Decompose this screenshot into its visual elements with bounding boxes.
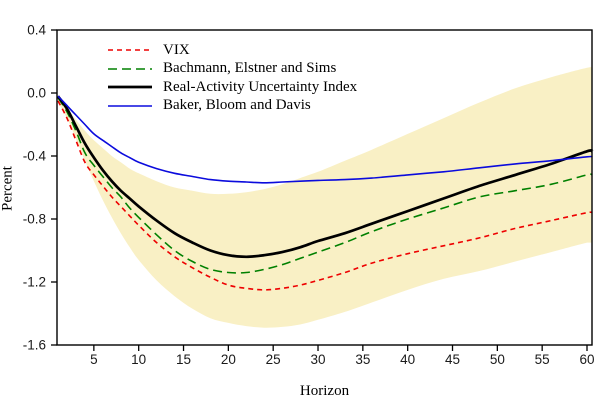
x-tick-label: 25 — [266, 352, 281, 367]
y-tick-label: -1.6 — [23, 338, 46, 353]
x-tick-label: 5 — [90, 352, 98, 367]
series-line-0 — [57, 100, 593, 291]
x-tick-label: 45 — [445, 352, 460, 367]
legend-item-baker: Baker, Bloom and Davis — [107, 97, 357, 116]
x-tick-label: 55 — [535, 352, 550, 367]
y-tick-label: 0.4 — [27, 23, 46, 38]
legend-line-bachmann — [108, 67, 152, 70]
plot-frame — [56, 29, 593, 346]
chart-legend: VIX Bachmann, Elstner and Sims Real-Acti… — [107, 41, 357, 115]
x-tick-label: 15 — [176, 352, 191, 367]
x-tick-label: 35 — [355, 352, 370, 367]
x-tick-label: 50 — [490, 352, 505, 367]
legend-item-real-activity: Real-Activity Uncertainty Index — [107, 78, 357, 97]
y-tick-label: -0.8 — [23, 212, 46, 227]
series-line-2 — [56, 95, 594, 259]
x-tick-label: 60 — [579, 352, 594, 367]
legend-label-vix: VIX — [163, 41, 190, 58]
series-line-1 — [57, 97, 593, 274]
legend-item-vix: VIX — [107, 41, 357, 60]
x-tick-label: 30 — [311, 352, 326, 367]
legend-label-bachmann: Bachmann, Elstner and Sims — [163, 60, 337, 77]
legend-line-real-activity — [108, 85, 152, 89]
legend-label-real-activity: Real-Activity Uncertainty Index — [163, 78, 358, 95]
legend-item-bachmann: Bachmann, Elstner and Sims — [107, 60, 357, 79]
y-axis-title: Percent — [0, 166, 16, 211]
confidence-band — [0, 67, 592, 328]
x-tick-label: 10 — [131, 352, 146, 367]
legend-line-vix — [108, 49, 152, 52]
x-tick-label: 20 — [221, 352, 236, 367]
x-tick-label: 40 — [400, 352, 415, 367]
legend-label-baker: Baker, Bloom and Davis — [163, 97, 311, 114]
y-tick-label: -0.4 — [23, 149, 47, 164]
legend-line-baker — [108, 104, 152, 107]
y-tick-label: 0.0 — [27, 86, 46, 101]
y-tick-label: -1.2 — [23, 275, 46, 290]
x-axis-title: Horizon — [299, 383, 350, 399]
series-line-3 — [57, 95, 593, 184]
